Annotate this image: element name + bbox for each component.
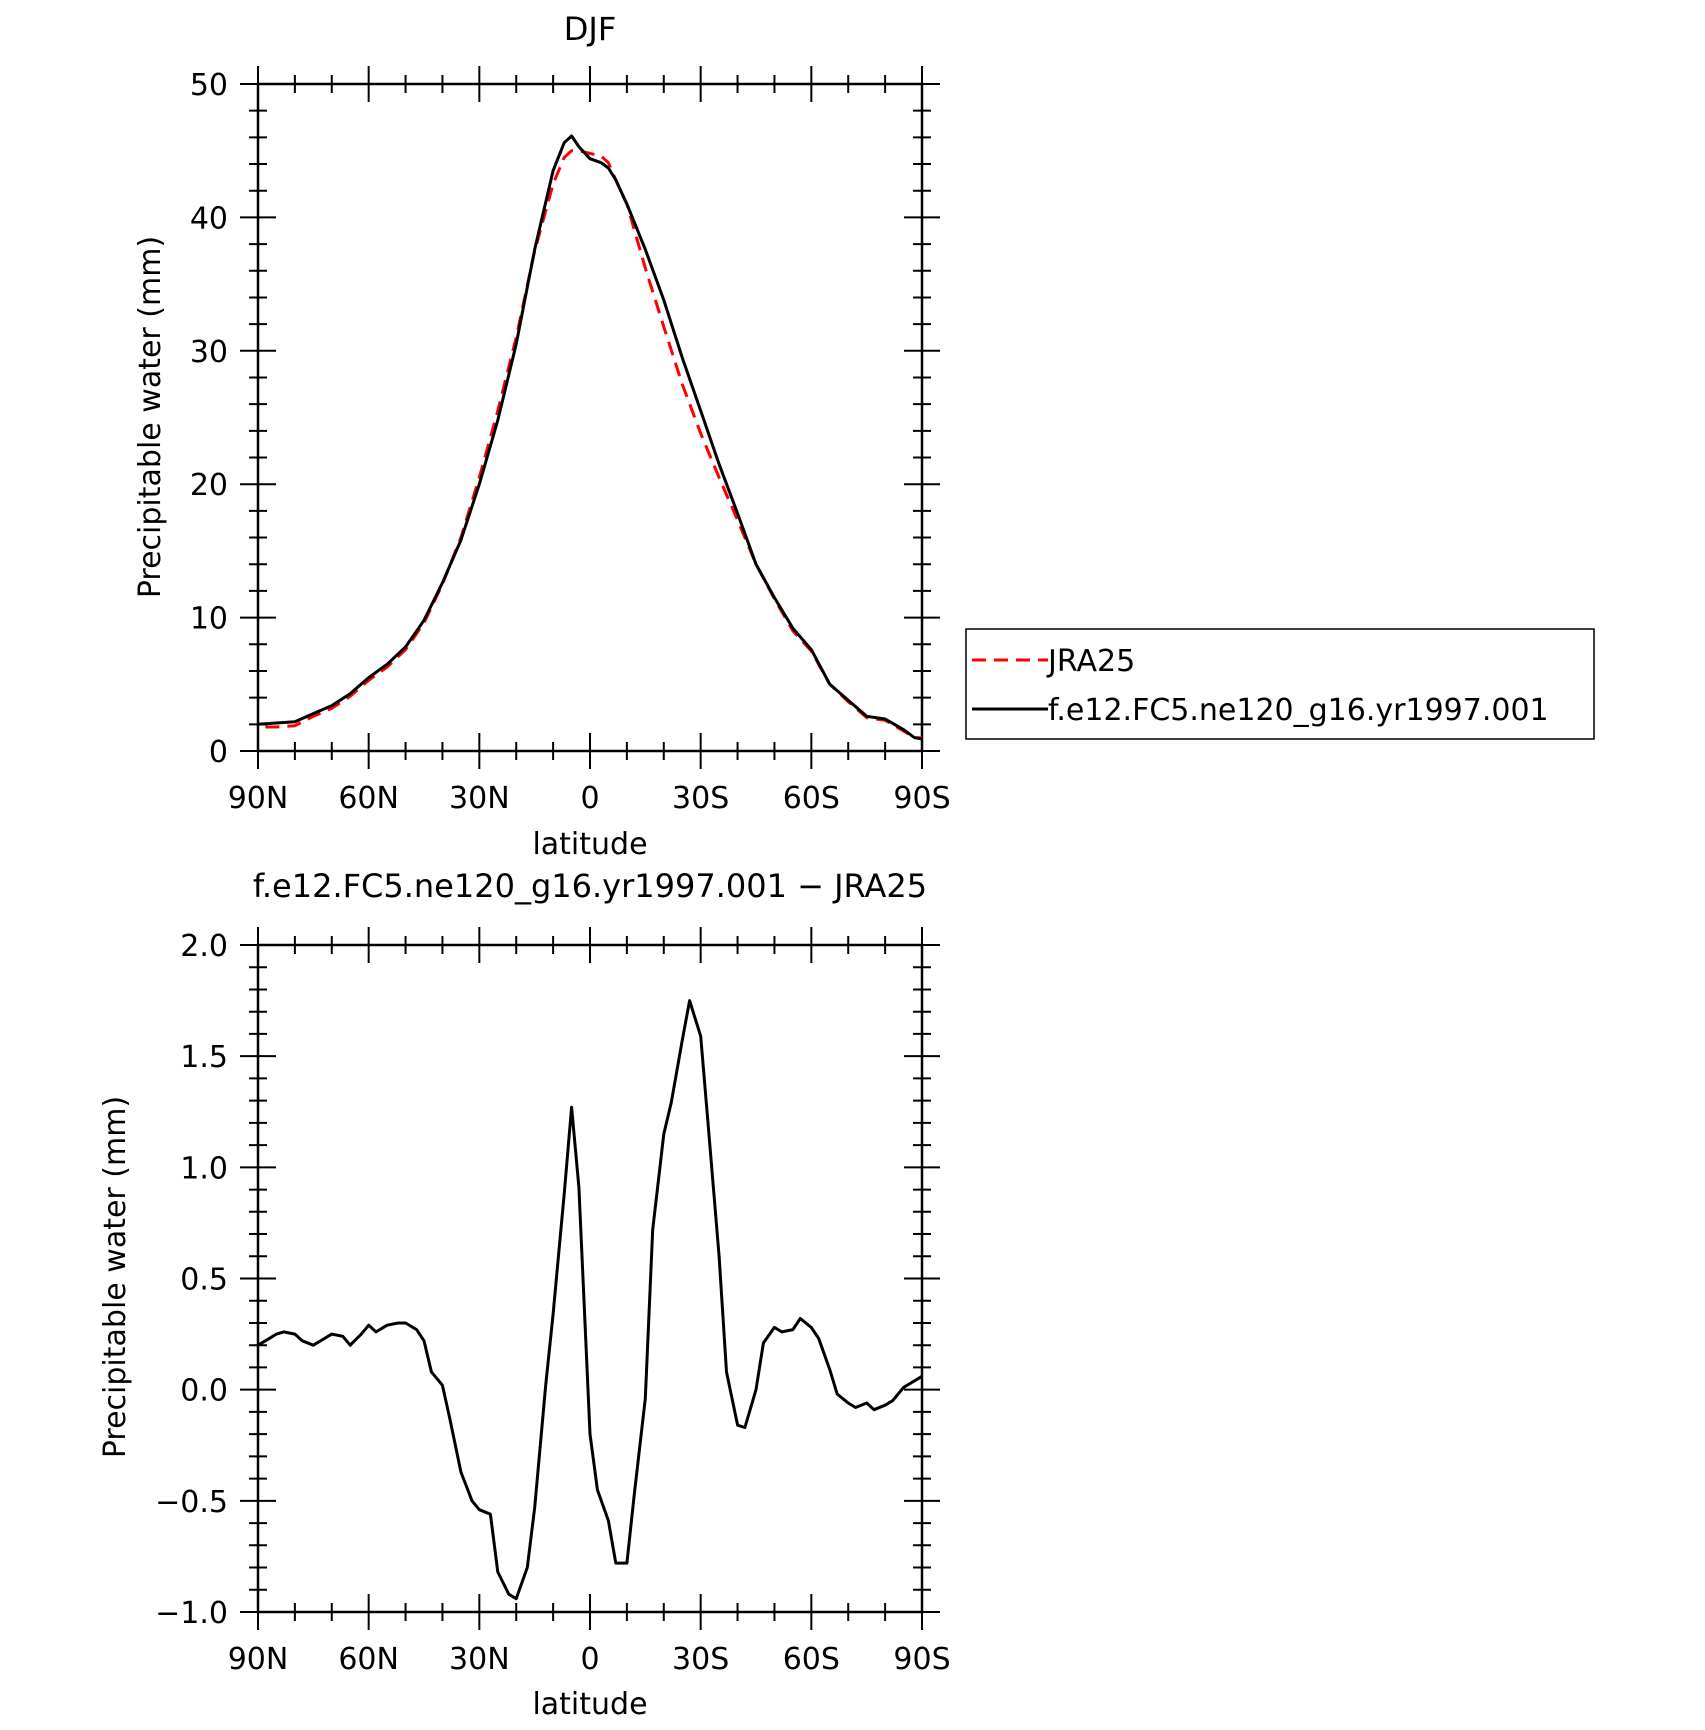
y-tick-label: 0 — [209, 735, 228, 770]
plot-frame — [256, 82, 924, 753]
x-tick-label: 60S — [783, 1642, 840, 1677]
panel-djf: DJF 0 10 20 30 40 50 90N 60N 30N 0 30S 60S 90S lati… — [133, 10, 951, 862]
plot-frame — [256, 943, 924, 1614]
x-tick-label: 60N — [338, 781, 399, 816]
y-tick-label: −1.0 — [155, 1596, 228, 1631]
y-tick-label: 0.0 — [180, 1374, 228, 1409]
y-tick-label: 1.5 — [180, 1040, 228, 1075]
y-tick-label: 0.5 — [180, 1263, 228, 1298]
y-tick-label: 40 — [190, 201, 228, 236]
x-tick-label: 90N — [228, 1642, 289, 1677]
axis-ticks — [240, 927, 940, 1630]
y-tick-label: 10 — [190, 602, 228, 637]
x-tick-labels: 90N 60N 30N 0 30S 60S 90S — [228, 781, 951, 816]
x-tick-label: 90S — [893, 1642, 950, 1677]
legend: JRA25 f.e12.FC5.ne120_g16.yr1997.001 — [965, 628, 1595, 740]
y-tick-label: 50 — [190, 68, 228, 103]
series-line-jra25 — [265, 149, 922, 740]
x-tick-label: 0 — [580, 781, 599, 816]
x-tick-label: 30N — [449, 1642, 510, 1677]
series-group — [257, 999, 923, 1601]
y-tick-label: 30 — [190, 335, 228, 370]
y-axis-label: Precipitable water (mm) — [133, 236, 168, 598]
legend-label-model: f.e12.FC5.ne120_g16.yr1997.001 — [1048, 693, 1549, 728]
x-tick-labels: 90N 60N 30N 0 30S 60S 90S — [228, 1642, 951, 1677]
y-axis-label: Precipitable water (mm) — [98, 1096, 133, 1458]
x-tick-label: 30N — [449, 781, 510, 816]
y-tick-label: 20 — [190, 468, 228, 503]
x-tick-label: 30S — [672, 781, 729, 816]
series-line-f-e12-fc5-ne120-g16-yr1997-001 — [257, 134, 923, 741]
series-line-difference — [257, 999, 923, 1601]
chart-title: f.e12.FC5.ne120_g16.yr1997.001 − JRA25 — [253, 867, 927, 905]
y-tick-labels: −1.0 −0.5 0.0 0.5 1.0 1.5 2.0 — [155, 929, 228, 1631]
legend-label-jra25: JRA25 — [1046, 644, 1135, 679]
legend-box — [965, 628, 1595, 740]
x-tick-label: 60N — [338, 1642, 399, 1677]
y-tick-label: 1.0 — [180, 1151, 228, 1186]
x-tick-label: 90N — [228, 781, 289, 816]
x-tick-label: 90S — [893, 781, 950, 816]
x-axis-label: latitude — [532, 827, 647, 862]
x-axis-label: latitude — [532, 1687, 647, 1722]
y-tick-label: −0.5 — [155, 1485, 228, 1520]
y-tick-labels: 0 10 20 30 40 50 — [190, 68, 228, 770]
y-tick-label: 2.0 — [180, 929, 228, 964]
x-tick-label: 0 — [580, 1642, 599, 1677]
x-tick-label: 60S — [783, 781, 840, 816]
axis-ticks — [240, 66, 940, 769]
chart-title: DJF — [564, 10, 616, 48]
panel-difference: f.e12.FC5.ne120_g16.yr1997.001 − JRA25 −… — [98, 867, 951, 1722]
series-group — [257, 134, 923, 741]
x-tick-label: 30S — [672, 1642, 729, 1677]
